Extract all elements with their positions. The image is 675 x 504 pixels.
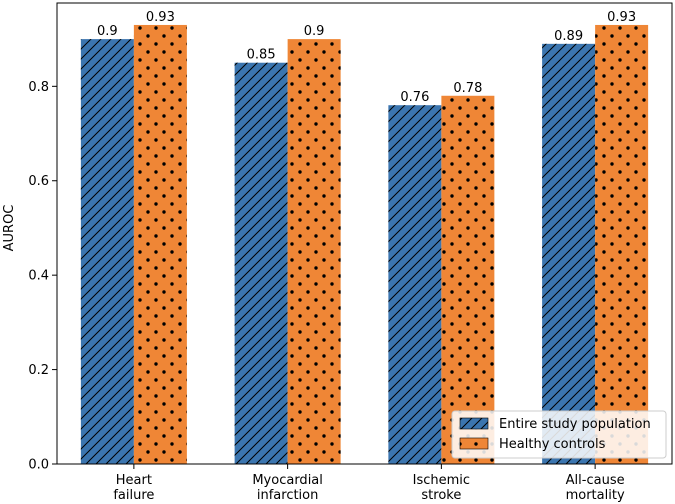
data-label-entire: 0.9 xyxy=(97,24,118,39)
legend-item-healthy: Healthy controls xyxy=(459,437,606,452)
y-tick-label: 0.8 xyxy=(28,80,49,95)
x-tick-label: mortality xyxy=(566,488,625,503)
x-tick-label: infarction xyxy=(257,488,319,503)
data-label-entire: 0.89 xyxy=(554,29,583,44)
bar-hatch-healthy xyxy=(595,24,649,464)
y-tick-label: 0.4 xyxy=(28,269,49,284)
bar-hatch-entire xyxy=(234,62,288,465)
x-tick-label: Heart xyxy=(116,473,152,488)
bar-hatch-entire xyxy=(542,43,596,464)
plot-frame xyxy=(56,2,673,465)
data-label-healthy: 0.9 xyxy=(304,24,325,39)
legend-swatch-entire-hatch xyxy=(460,418,488,429)
x-tick-label: All-cause xyxy=(566,473,625,488)
legend-swatch-healthy-hatch xyxy=(460,438,488,449)
data-label-healthy: 0.93 xyxy=(146,10,175,25)
legend: Entire study population Healthy controls xyxy=(451,410,667,459)
bar-hatch-healthy xyxy=(133,24,187,464)
x-tick-label: stroke xyxy=(421,488,461,503)
legend-label-entire: Entire study population xyxy=(499,417,651,432)
y-tick-label: 0.6 xyxy=(28,174,49,189)
bar-hatch-healthy xyxy=(441,95,495,464)
data-label-entire: 0.85 xyxy=(247,48,276,63)
legend-label-healthy: Healthy controls xyxy=(499,437,606,452)
y-axis-ticks: 0.0 0.2 0.4 0.6 0.8 xyxy=(28,80,57,473)
x-tick-label: Myocardial xyxy=(252,473,323,488)
bar-hatch-entire xyxy=(80,39,134,465)
x-tick-label: failure xyxy=(113,488,154,503)
bar-hatch-entire xyxy=(388,105,442,464)
x-tick-label: Ischemic xyxy=(413,473,470,488)
y-tick-label: 0.0 xyxy=(28,458,49,473)
data-labels: 0.9 0.93 0.85 0.9 0.76 0.78 0.89 0.93 xyxy=(97,10,636,105)
bars xyxy=(80,24,649,465)
bar-hatch-healthy xyxy=(287,39,341,465)
y-axis-title: AUROC xyxy=(2,205,17,252)
data-label-healthy: 0.78 xyxy=(453,81,482,96)
data-label-healthy: 0.93 xyxy=(607,10,636,25)
legend-item-entire: Entire study population xyxy=(459,417,651,432)
y-tick-label: 0.2 xyxy=(28,363,49,378)
data-label-entire: 0.76 xyxy=(400,90,429,105)
legend-box xyxy=(451,410,667,459)
